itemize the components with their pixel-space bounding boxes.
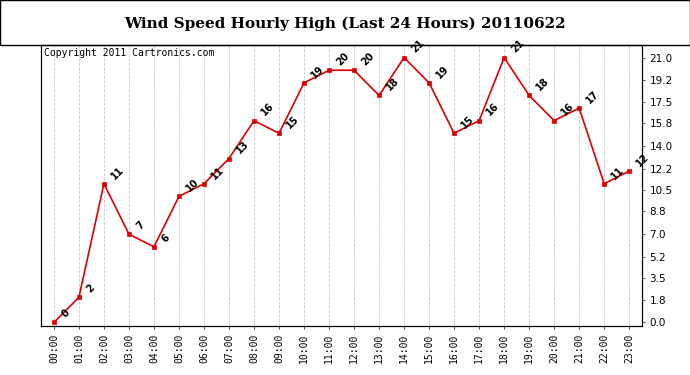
Text: 17: 17	[584, 88, 602, 105]
Text: 0: 0	[59, 308, 71, 320]
Text: 6: 6	[159, 232, 171, 244]
Text: 19: 19	[310, 63, 326, 80]
Text: 15: 15	[284, 114, 302, 130]
Text: 21: 21	[510, 38, 526, 55]
Text: 15: 15	[460, 114, 476, 130]
Text: 16: 16	[484, 101, 502, 118]
Text: 7: 7	[135, 219, 146, 231]
Text: 21: 21	[410, 38, 426, 55]
Text: Wind Speed Hourly High (Last 24 Hours) 20110622: Wind Speed Hourly High (Last 24 Hours) 2…	[124, 17, 566, 31]
Text: 20: 20	[359, 51, 376, 68]
Text: 11: 11	[210, 164, 226, 181]
Text: Copyright 2011 Cartronics.com: Copyright 2011 Cartronics.com	[44, 48, 215, 58]
Text: 2: 2	[84, 283, 97, 294]
Text: 18: 18	[535, 76, 551, 93]
Text: 10: 10	[184, 177, 201, 194]
Text: 16: 16	[560, 101, 576, 118]
Text: 18: 18	[384, 76, 402, 93]
Text: 19: 19	[435, 63, 451, 80]
Text: 20: 20	[335, 51, 351, 68]
Text: 13: 13	[235, 139, 251, 156]
Text: 16: 16	[259, 101, 276, 118]
Text: 11: 11	[110, 164, 126, 181]
Text: 12: 12	[635, 152, 651, 168]
Text: 11: 11	[610, 164, 627, 181]
